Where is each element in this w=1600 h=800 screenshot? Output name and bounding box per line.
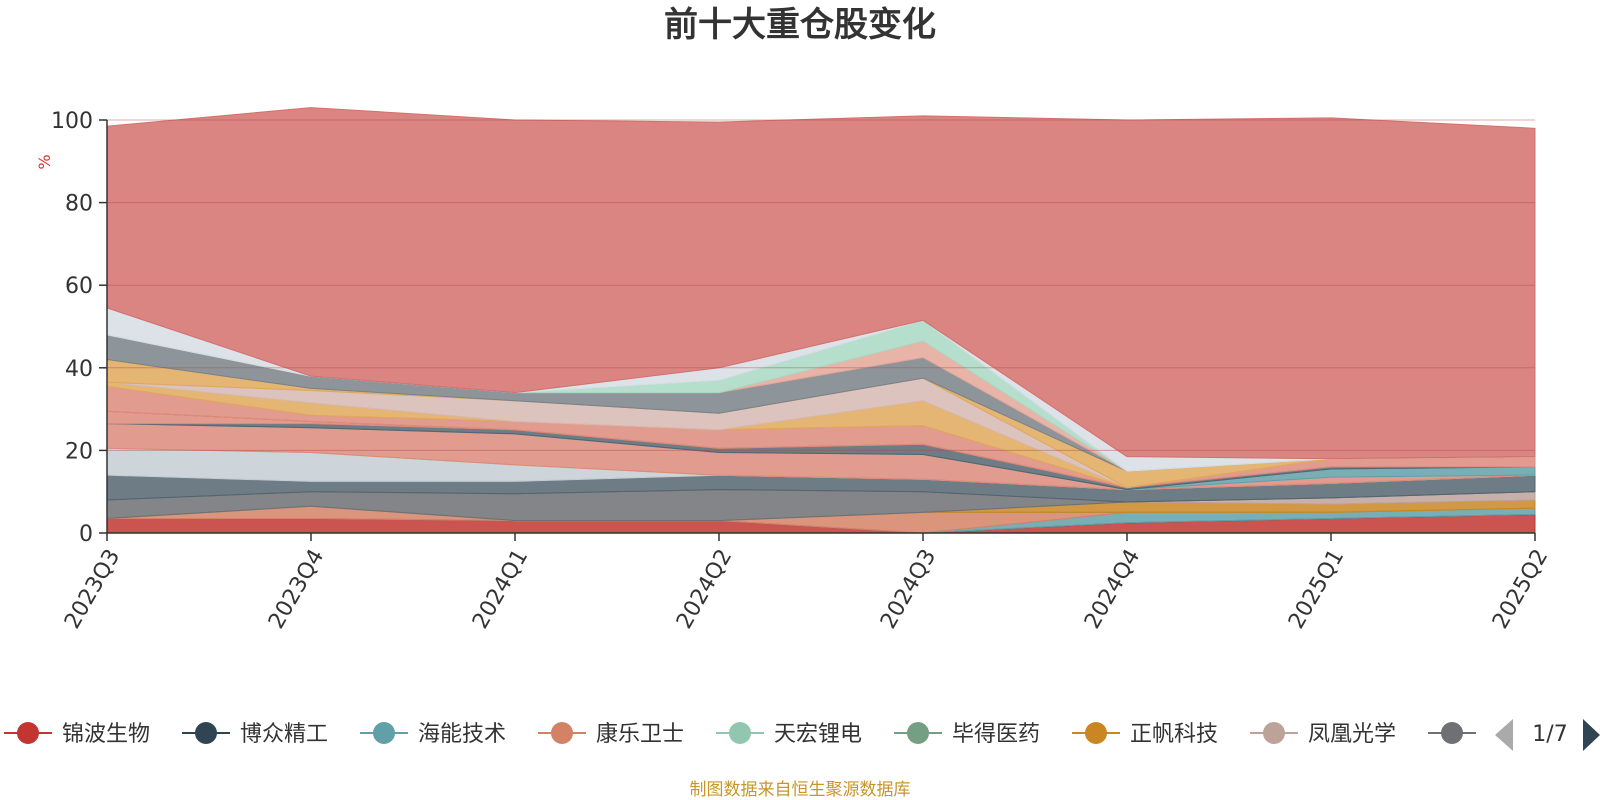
legend-marker xyxy=(551,722,573,744)
legend-item[interactable]: 康乐卫士 xyxy=(538,722,684,747)
y-tick-label: 80 xyxy=(65,192,93,217)
legend-item[interactable]: 锦波生物 xyxy=(4,722,150,747)
legend-marker xyxy=(17,722,39,744)
y-tick-label: 40 xyxy=(65,357,93,382)
legend-prev-page-icon[interactable] xyxy=(1495,719,1513,751)
y-tick-label: 100 xyxy=(51,109,93,134)
area-29 xyxy=(106,107,1536,460)
legend-label: 康乐卫士 xyxy=(596,722,684,747)
legend-marker xyxy=(195,722,217,744)
x-tick-label: 2024Q1 xyxy=(468,545,533,633)
legend-marker xyxy=(1085,722,1107,744)
legend-item[interactable]: 凤凰光学 xyxy=(1250,722,1396,747)
legend-label: 博众精工 xyxy=(240,722,328,747)
legend-label: 毕得医药 xyxy=(952,722,1040,747)
legend-label: 天宏锂电 xyxy=(774,722,862,747)
legend-marker xyxy=(729,722,751,744)
x-tick-label: 2024Q2 xyxy=(672,545,737,633)
x-tick-label: 2025Q2 xyxy=(1488,545,1553,633)
data-source-note: 制图数据来自恒生聚源数据库 xyxy=(690,780,911,800)
x-tick-label: 2023Q4 xyxy=(264,545,329,633)
x-tick-label: 2024Q4 xyxy=(1080,545,1145,633)
x-tick-label: 2025Q1 xyxy=(1284,545,1349,633)
plot-area xyxy=(106,107,1536,534)
legend-marker xyxy=(1263,722,1285,744)
legend-item[interactable]: 博众精工 xyxy=(182,722,328,747)
legend-label: 正帆科技 xyxy=(1130,722,1218,747)
legend-page-indicator: 1/7 xyxy=(1532,722,1567,747)
legend-item[interactable]: 海能技术 xyxy=(360,722,506,747)
legend-label: 海能技术 xyxy=(418,722,506,747)
legend-item[interactable]: 正帆科技 xyxy=(1072,722,1218,747)
legend-label: 锦波生物 xyxy=(62,722,150,747)
y-tick-label: 20 xyxy=(65,439,93,464)
legend: 锦波生物博众精工海能技术康乐卫士天宏锂电毕得医药正帆科技凤凰光学礻1/7 xyxy=(4,700,1600,760)
y-tick-label: 0 xyxy=(79,522,93,547)
legend-label: 凤凰光学 xyxy=(1308,722,1396,747)
chart-title: 前十大重仓股变化 xyxy=(664,5,936,45)
x-tick-label: 2023Q3 xyxy=(60,545,125,633)
y-axis-label: % xyxy=(35,154,54,169)
y-tick-label: 60 xyxy=(65,274,93,299)
grid-lines xyxy=(107,119,1535,451)
legend-marker xyxy=(907,722,929,744)
legend-marker xyxy=(1441,722,1463,744)
legend-next-page-icon[interactable] xyxy=(1583,719,1600,751)
legend-marker xyxy=(373,722,395,744)
legend-item[interactable]: 天宏锂电 xyxy=(716,722,862,747)
legend-item[interactable]: 毕得医药 xyxy=(894,722,1040,747)
x-tick-label: 2024Q3 xyxy=(876,545,941,633)
